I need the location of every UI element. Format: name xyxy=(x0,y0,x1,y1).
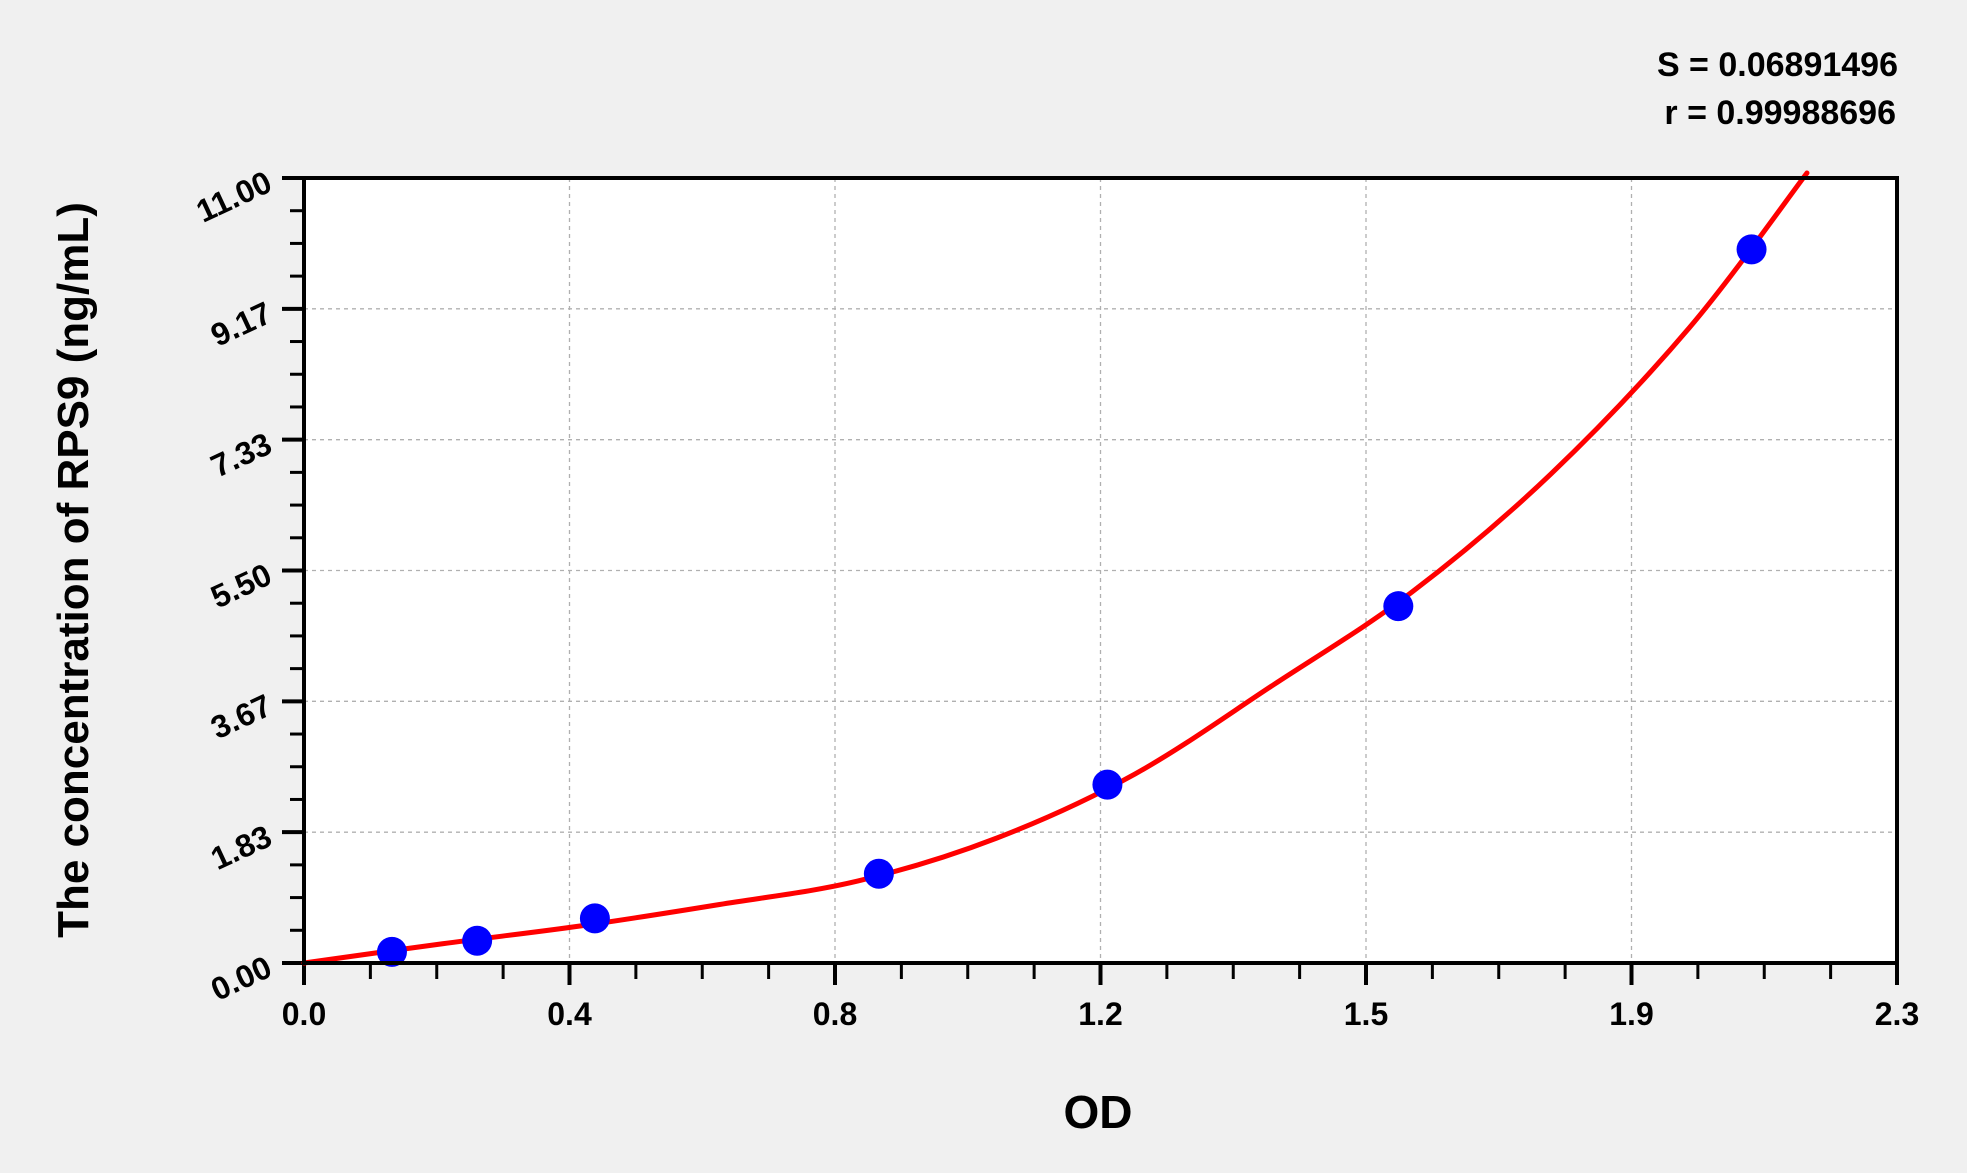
data-point xyxy=(1383,591,1414,622)
y-axis-title: The concentration of RPS9 (ng/mL) xyxy=(49,202,98,938)
x-tick-label: 0.0 xyxy=(282,996,326,1032)
x-axis-title: OD xyxy=(1064,1086,1133,1138)
x-tick-label: 1.5 xyxy=(1344,996,1388,1032)
x-tick-label: 1.9 xyxy=(1609,996,1653,1032)
annotation-s: S = 0.06891496 xyxy=(1657,46,1898,84)
x-tick-label: 0.4 xyxy=(547,996,592,1032)
grid xyxy=(304,178,1897,963)
x-tick-label: 1.2 xyxy=(1078,996,1122,1032)
data-point xyxy=(376,936,407,967)
data-point xyxy=(1736,234,1767,265)
x-tick-label: 2.3 xyxy=(1875,996,1919,1032)
data-points xyxy=(376,234,1767,967)
data-point xyxy=(1092,769,1123,800)
plot-frame xyxy=(302,176,1899,965)
data-point xyxy=(462,925,493,956)
data-point xyxy=(579,903,610,934)
axis-ticks xyxy=(282,176,1899,985)
x-tick-label: 0.8 xyxy=(813,996,857,1032)
data-point xyxy=(863,858,894,889)
annotation-r: r = 0.99988696 xyxy=(1664,94,1896,132)
